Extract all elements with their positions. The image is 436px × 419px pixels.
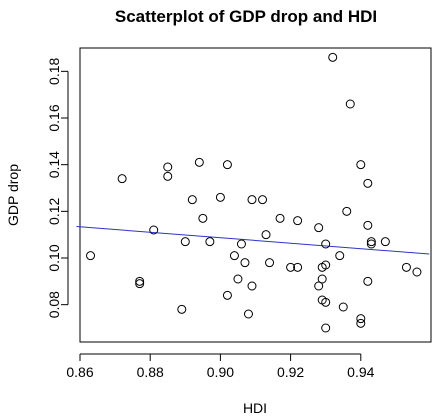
scatter-point (321, 323, 331, 333)
scatter-point (247, 281, 257, 291)
scatter-point (187, 195, 197, 205)
scatter-point (321, 239, 331, 249)
scatter-point (222, 290, 232, 300)
scatter-point (356, 318, 366, 328)
points-layer (86, 52, 422, 333)
scatter-point (180, 237, 190, 247)
scatter-point (293, 216, 303, 226)
x-tick-label: 0.92 (277, 364, 304, 380)
scatter-point (338, 302, 348, 312)
scatter-point (363, 220, 373, 230)
y-tick-label: 0.08 (46, 291, 62, 318)
scatter-point (222, 160, 232, 170)
scatter-point (135, 276, 145, 286)
scatter-point (363, 178, 373, 188)
scatter-point (233, 274, 243, 284)
scatter-point (363, 276, 373, 286)
scatter-point (401, 262, 411, 272)
scatter-point (198, 213, 208, 223)
scatter-point (317, 274, 327, 284)
scatter-point (366, 239, 376, 249)
scatter-point (342, 206, 352, 216)
scatter-point (236, 239, 246, 249)
scatter-point (335, 251, 345, 261)
x-tick-label: 0.90 (207, 364, 234, 380)
scatter-point (412, 267, 422, 277)
scatter-point (328, 52, 338, 62)
y-tick-label: 0.18 (46, 57, 62, 84)
scatter-point (163, 171, 173, 181)
scatter-point (261, 230, 271, 240)
scatter-point (194, 157, 204, 167)
scatter-point (86, 251, 96, 261)
scatter-point (293, 262, 303, 272)
scatter-point (243, 309, 253, 319)
scatter-point (215, 192, 225, 202)
scatter-point (356, 314, 366, 324)
scatter-point (258, 195, 268, 205)
scatter-point (366, 237, 376, 247)
y-tick-label: 0.10 (46, 244, 62, 271)
scatter-point (314, 223, 324, 233)
scatter-point (135, 279, 145, 289)
y-tick-label: 0.12 (46, 197, 62, 224)
x-tick-label: 0.86 (66, 364, 93, 380)
scatter-point (321, 297, 331, 307)
y-axis-label: GDP drop (5, 164, 21, 226)
scatter-point (380, 237, 390, 247)
scatter-point (247, 195, 257, 205)
trend-line (76, 226, 430, 255)
scatter-point (356, 160, 366, 170)
chart-title: Scatterplot of GDP drop and HDI (115, 7, 377, 26)
x-tick-label: 0.88 (137, 364, 164, 380)
scatter-point (117, 174, 127, 184)
scatter-point (177, 304, 187, 314)
scatter-point (240, 258, 250, 268)
scatter-point (286, 262, 296, 272)
y-tick-label: 0.14 (46, 151, 62, 178)
x-tick-label: 0.94 (347, 364, 374, 380)
x-axis-label: HDI (243, 400, 267, 416)
scatter-point (149, 225, 159, 235)
scatter-point (229, 251, 239, 261)
y-tick-label: 0.16 (46, 104, 62, 131)
scatter-point (314, 281, 324, 291)
scatter-point (163, 162, 173, 172)
plot-frame (79, 47, 432, 343)
scatter-point (265, 258, 275, 268)
y-axis: 0.08 0.10 0.12 0.14 0.16 0.18 (46, 57, 69, 318)
scatter-point (345, 99, 355, 109)
scatter-point (321, 260, 331, 270)
scatter-point (275, 213, 285, 223)
trend-line-layer (76, 226, 430, 255)
x-axis: 0.86 0.88 0.90 0.92 0.94 (66, 353, 375, 380)
scatter-point (205, 237, 215, 247)
